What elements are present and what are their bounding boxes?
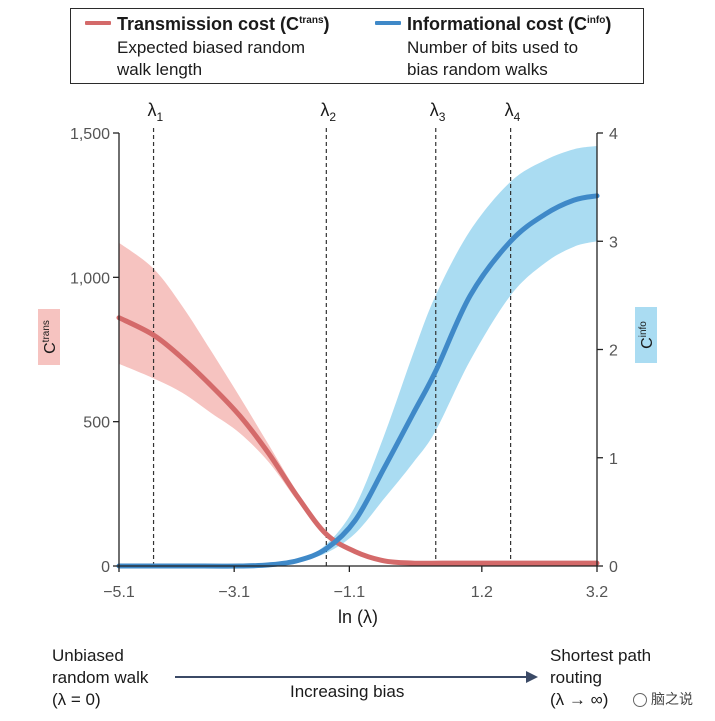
unbiased-label-line-1: Unbiased <box>52 646 124 665</box>
y-right-tick-label: 0 <box>609 559 618 576</box>
transmission-band <box>119 242 597 564</box>
lambda-3-label: λ3 <box>430 100 446 124</box>
unbiased-label-line-3: (λ = 0) <box>52 690 101 709</box>
y-left-tick-label: 1,500 <box>70 126 110 143</box>
y-left-tick-label: 1,000 <box>70 270 110 287</box>
increasing-bias-arrowhead <box>526 671 538 683</box>
x-tick-label: −1.1 <box>334 584 366 601</box>
x-tick-label: 3.2 <box>586 584 608 601</box>
y-right-axis-label-bg <box>635 307 657 363</box>
y-left-tick-label: 0 <box>101 559 110 576</box>
y-left-tick-label: 500 <box>83 415 110 432</box>
shortest-path-line-2: routing <box>550 668 602 687</box>
shortest-path-line-3: (λ → ∞) <box>550 690 609 709</box>
increasing-bias-label: Increasing bias <box>290 682 405 701</box>
unbiased-label-line-2: random walk <box>52 668 149 687</box>
transmission-title-sup: trans <box>299 15 324 26</box>
y-left-axis-label-bg <box>38 309 60 365</box>
transmission-title-close: ) <box>323 14 330 34</box>
y-left-axis-label: Ctrans <box>41 320 59 354</box>
transmission-legend-swatch <box>85 21 111 25</box>
transmission-title-text: Transmission cost (C <box>117 14 300 34</box>
lambda-1-label: λ1 <box>148 100 164 124</box>
transmission-legend-title: Transmission cost (Ctrans) <box>117 14 330 35</box>
transmission-desc-line-2: walk length <box>117 60 203 79</box>
watermark-text: 脑之说 <box>651 691 693 707</box>
x-tick-label: −5.1 <box>103 584 135 601</box>
legend: Transmission cost (Ctrans) Expected bias… <box>70 8 644 84</box>
informational-title-text: Informational cost (C <box>407 14 588 34</box>
transmission-desc-line-1: Expected biased random <box>117 38 306 57</box>
x-tick-label: 1.2 <box>471 584 493 601</box>
informational-title-close: ) <box>605 14 612 34</box>
informational-desc-line-2: bias random walks <box>407 60 548 79</box>
y-right-axis-label: Cinfo <box>638 321 656 349</box>
y-right-tick-label: 2 <box>609 343 618 360</box>
lambda-2-label: λ2 <box>320 100 336 124</box>
x-axis-label: ln (λ) <box>338 607 378 627</box>
watermark: 脑之说 <box>633 689 693 709</box>
y-right-tick-label: 3 <box>609 234 618 251</box>
x-tick-label: −3.1 <box>218 584 250 601</box>
shortest-path-label: Shortest path routing (λ → ∞) <box>550 645 651 711</box>
informational-title-sup: info <box>587 15 606 26</box>
unbiased-label: Unbiased random walk (λ = 0) <box>52 645 148 711</box>
informational-band <box>119 146 597 567</box>
y-right-tick-label: 1 <box>609 451 618 468</box>
transmission-legend-desc: Expected biased random walk length <box>117 37 305 81</box>
informational-legend-title: Informational cost (Cinfo) <box>407 14 611 35</box>
lambda-4-label: λ4 <box>505 100 521 124</box>
informational-desc-line-1: Number of bits used to <box>407 38 579 57</box>
transmission-line <box>116 315 600 566</box>
informational-legend-desc: Number of bits used to bias random walks <box>407 37 578 81</box>
y-right-tick-label: 4 <box>609 126 618 143</box>
shortest-path-line-1: Shortest path <box>550 646 652 665</box>
wechat-icon <box>633 693 647 707</box>
informational-legend-swatch <box>375 21 401 25</box>
